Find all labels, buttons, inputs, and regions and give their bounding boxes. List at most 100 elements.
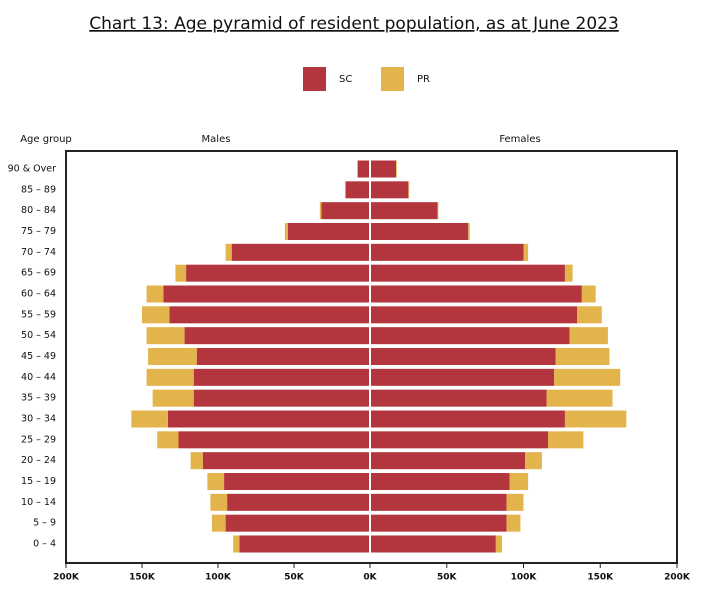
bar — [523, 243, 529, 261]
plot-frame — [65, 150, 678, 564]
bar — [554, 368, 621, 386]
category-label: 45 – 49 — [21, 351, 56, 362]
bar — [370, 493, 507, 511]
bar — [287, 223, 370, 240]
bar — [506, 493, 524, 511]
bar — [319, 202, 322, 220]
bar — [370, 452, 526, 470]
bar — [577, 306, 602, 324]
bar — [142, 306, 170, 324]
x-tick-label: 50K — [284, 573, 305, 583]
bar — [344, 181, 346, 199]
category-label: 80 – 84 — [21, 205, 56, 216]
bar — [370, 431, 549, 449]
category-label: 75 – 79 — [21, 226, 56, 237]
bar — [509, 473, 529, 490]
side-label: Females — [499, 134, 540, 145]
bar — [196, 348, 370, 365]
bar — [370, 223, 469, 240]
bar — [225, 514, 370, 532]
bar — [468, 223, 470, 240]
bar — [357, 160, 358, 178]
bar — [564, 410, 627, 428]
bar — [370, 181, 409, 199]
bar — [345, 181, 370, 199]
bar — [437, 202, 439, 220]
category-label: 25 – 29 — [21, 434, 56, 445]
bar — [370, 535, 496, 553]
category-label: 15 – 19 — [21, 476, 56, 487]
bar — [548, 431, 584, 449]
bar — [370, 410, 565, 428]
bar — [370, 473, 510, 490]
bar — [370, 202, 438, 220]
bar — [190, 452, 203, 470]
category-label: 65 – 69 — [21, 268, 56, 279]
bar — [207, 473, 225, 490]
bar — [184, 327, 370, 345]
bar — [370, 389, 547, 407]
bar — [148, 348, 197, 365]
x-tick-label: 200K — [664, 573, 691, 583]
bar — [239, 535, 370, 553]
bar — [157, 431, 179, 449]
bar — [370, 264, 565, 282]
legend-swatch — [381, 67, 404, 91]
bar — [146, 327, 185, 345]
bar — [146, 285, 164, 303]
x-tick-label: 150K — [587, 573, 614, 583]
bar — [581, 285, 596, 303]
bar — [227, 493, 370, 511]
category-label: 60 – 64 — [21, 289, 56, 300]
bar — [131, 410, 168, 428]
bar — [370, 348, 556, 365]
x-tick-label: 100K — [511, 573, 538, 583]
bar — [193, 389, 370, 407]
bar — [370, 514, 507, 532]
bar — [163, 285, 370, 303]
y-axis-label-text: Age group — [20, 134, 72, 145]
bar — [178, 431, 370, 449]
bar — [370, 243, 524, 261]
bar — [233, 535, 240, 553]
category-label: 35 – 39 — [21, 393, 56, 404]
bar — [555, 348, 610, 365]
bar — [564, 264, 573, 282]
bar — [175, 264, 187, 282]
bar — [370, 327, 570, 345]
legend-label: SC — [339, 74, 352, 85]
category-label: 55 – 59 — [21, 309, 56, 320]
bar — [370, 160, 397, 178]
bar — [152, 389, 194, 407]
category-label: 50 – 54 — [21, 330, 56, 341]
category-label: 30 – 34 — [21, 414, 56, 425]
bar — [321, 202, 370, 220]
category-label: 90 & Over — [8, 164, 56, 175]
legend-swatch — [303, 67, 326, 91]
bar — [370, 285, 582, 303]
side-label: Males — [202, 134, 231, 145]
bar — [231, 243, 370, 261]
bar — [146, 368, 194, 386]
category-label: 85 – 89 — [21, 184, 56, 195]
bar — [357, 160, 370, 178]
bar — [506, 514, 521, 532]
category-label: 40 – 44 — [21, 372, 56, 383]
x-tick-label: 200K — [53, 573, 80, 583]
bar — [210, 493, 228, 511]
category-label: 20 – 24 — [21, 455, 56, 466]
bar — [396, 160, 397, 178]
bar — [224, 473, 370, 490]
category-label: 0 – 4 — [33, 539, 56, 550]
x-tick-label: 0K — [363, 573, 377, 583]
bar — [495, 535, 503, 553]
bar — [167, 410, 370, 428]
category-label: 5 – 9 — [33, 518, 56, 529]
bar — [370, 368, 555, 386]
bar — [370, 306, 578, 324]
x-tick-label: 150K — [129, 573, 156, 583]
chart-title: Chart 13: Age pyramid of resident popula… — [89, 14, 619, 34]
bar — [211, 514, 226, 532]
